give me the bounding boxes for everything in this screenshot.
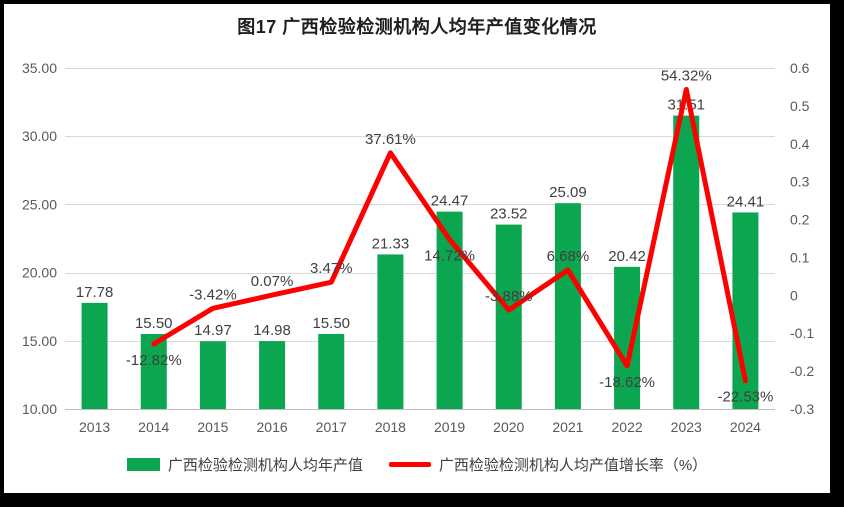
bar-value-label: 14.97 bbox=[194, 322, 232, 339]
bar-value-label: 23.52 bbox=[490, 206, 528, 223]
chart-title: 图17 广西检验检测机构人均年产值变化情况 bbox=[237, 17, 597, 37]
bar-value-label: 20.42 bbox=[608, 248, 646, 265]
x-axis-label: 2021 bbox=[552, 419, 583, 435]
left-axis-tick-label: 35.00 bbox=[22, 60, 57, 76]
right-axis-tick-label: 0.3 bbox=[790, 174, 810, 190]
right-axis-tick-label: 0.1 bbox=[790, 249, 810, 265]
bar bbox=[436, 211, 463, 409]
right-axis-tick-label: 0.5 bbox=[790, 98, 810, 114]
bar bbox=[259, 341, 286, 409]
bar bbox=[199, 341, 226, 409]
right-axis-tick-label: 0.6 bbox=[790, 60, 810, 76]
bar-value-label: 31.51 bbox=[667, 97, 705, 114]
bar-value-label: 24.47 bbox=[431, 193, 469, 210]
x-axis-label: 2014 bbox=[138, 419, 169, 435]
right-axis-tick-label: -0.1 bbox=[790, 325, 814, 341]
bar-value-label: 21.33 bbox=[372, 235, 410, 252]
right-axis-tick-label: 0 bbox=[790, 287, 798, 303]
growth-value-label: -12.82% bbox=[126, 352, 182, 369]
bar-value-label: 17.78 bbox=[76, 284, 114, 301]
bar bbox=[614, 266, 641, 409]
bar-series-marker-icon bbox=[126, 458, 160, 471]
legend: 广西检验检测机构人均年产值 广西检验检测机构人均产值增长率（%） bbox=[4, 454, 830, 475]
bar-value-label: 14.98 bbox=[253, 322, 291, 339]
growth-value-label: -3.88% bbox=[485, 288, 533, 305]
left-axis-tick-label: 30.00 bbox=[22, 128, 57, 144]
x-axis-label: 2019 bbox=[434, 419, 465, 435]
growth-value-label: -22.53% bbox=[717, 389, 773, 406]
x-axis-label: 2023 bbox=[671, 419, 702, 435]
line-series-marker-icon bbox=[388, 462, 431, 467]
growth-value-label: 6.68% bbox=[547, 248, 590, 265]
x-axis-label: 2015 bbox=[197, 419, 228, 435]
combo-chart-plot: 35.00 30.00 25.00 20.00 15.00 10.00 0.6 0.5 0.4 0… bbox=[22, 60, 814, 435]
left-axis-tick-label: 15.00 bbox=[22, 333, 57, 349]
growth-value-label: 3.47% bbox=[310, 260, 353, 277]
growth-value-label: 14.72% bbox=[424, 248, 475, 265]
x-axis-label: 2024 bbox=[730, 419, 761, 435]
growth-value-label: 54.32% bbox=[661, 68, 712, 85]
legend-label-line-series: 广西检验检测机构人均产值增长率（%） bbox=[438, 457, 708, 474]
bar bbox=[673, 115, 700, 409]
bar-value-label: 15.50 bbox=[135, 315, 173, 332]
right-axis-tick-label: -0.2 bbox=[790, 363, 814, 379]
growth-line bbox=[151, 87, 748, 384]
legend-item-bar-series: 广西检验检测机构人均年产值 bbox=[126, 454, 363, 475]
left-axis-tick-label: 20.00 bbox=[22, 265, 57, 281]
x-axis-label: 2022 bbox=[612, 419, 643, 435]
growth-value-label: -18.62% bbox=[599, 374, 655, 391]
growth-value-label: -3.42% bbox=[189, 286, 237, 303]
right-axis-tick-label: 0.4 bbox=[790, 136, 810, 152]
bar bbox=[495, 224, 522, 409]
bar bbox=[554, 203, 581, 409]
bar bbox=[81, 302, 108, 409]
right-axis-tick-label: -0.3 bbox=[790, 401, 814, 417]
bar-value-label: 25.09 bbox=[549, 184, 587, 201]
bar bbox=[140, 333, 167, 409]
bar-value-label: 15.50 bbox=[312, 315, 350, 332]
growth-value-label: 0.07% bbox=[251, 273, 294, 290]
bar-value-label: 24.41 bbox=[727, 193, 765, 210]
left-axis-tick-label: 25.00 bbox=[22, 196, 57, 212]
x-axis-label: 2020 bbox=[493, 419, 524, 435]
x-axis-label: 2017 bbox=[316, 419, 347, 435]
x-axis-label: 2018 bbox=[375, 419, 406, 435]
growth-value-label: 37.61% bbox=[365, 131, 416, 148]
bar bbox=[377, 254, 404, 409]
x-axis-label: 2016 bbox=[257, 419, 288, 435]
legend-label-bar-series: 广西检验检测机构人均年产值 bbox=[167, 457, 363, 474]
bar bbox=[318, 333, 345, 409]
legend-item-line-series: 广西检验检测机构人均产值增长率（%） bbox=[388, 454, 708, 475]
left-axis-tick-label: 10.00 bbox=[22, 401, 57, 417]
x-axis-label: 2013 bbox=[79, 419, 110, 435]
right-axis-tick-label: 0.2 bbox=[790, 212, 810, 228]
